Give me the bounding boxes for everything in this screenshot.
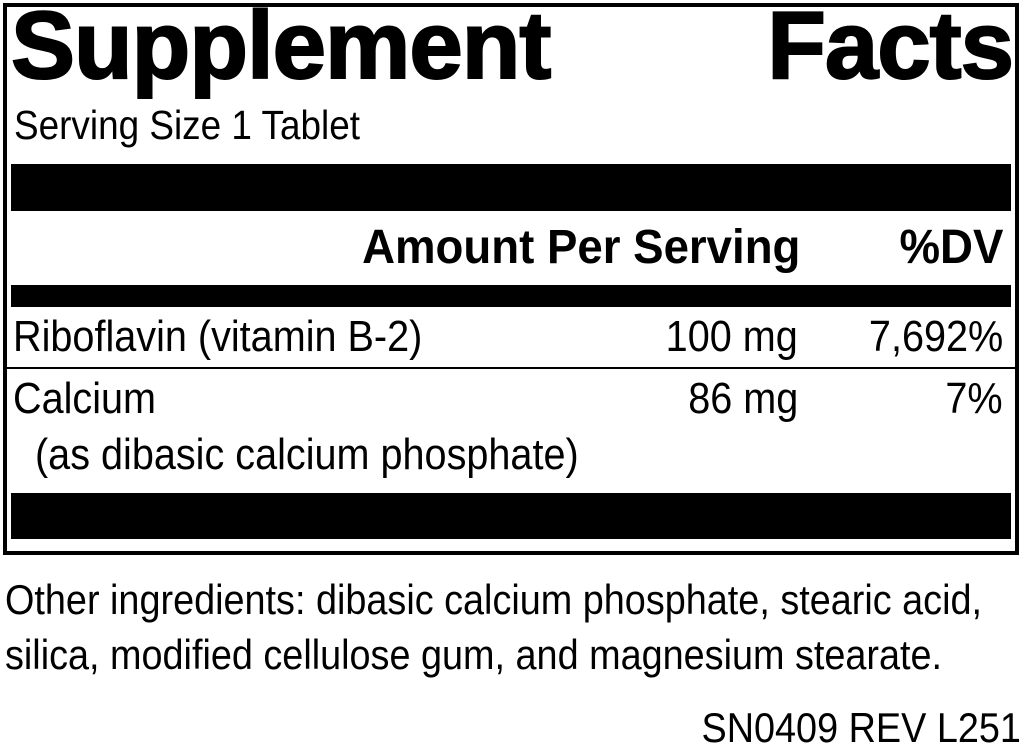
nutrient-dv: 7,692%	[868, 312, 1003, 361]
panel-title: Supplement Facts	[10, 0, 1015, 99]
other-ingredients-line-2: silica, modified cellulose gum, and magn…	[5, 631, 943, 678]
other-ingredients: Other ingredients: dibasic calcium phosp…	[5, 572, 1024, 682]
separator-bar-top	[11, 164, 1011, 211]
amount-per-serving-header: Amount Per Serving	[361, 221, 800, 274]
title-word-facts: Facts	[766, 0, 1015, 99]
separator-bar-bottom	[11, 493, 1011, 539]
title-word-supplement: Supplement	[10, 0, 552, 99]
nutrient-row-calcium-detail: (as dibasic calcium phosphate)	[11, 429, 1011, 481]
nutrient-row-riboflavin: Riboflavin (vitamin B-2) 100 mg 7,692%	[11, 307, 1011, 367]
nutrient-dv: 7%	[945, 374, 1003, 423]
nutrient-row-calcium: Calcium 86 mg 7% (as dibasic calcium pho…	[11, 369, 1011, 481]
revision-code: SN0409 REV L251	[666, 705, 1021, 750]
serving-size-text: Serving Size 1 Tablet	[14, 102, 360, 148]
nutrient-name: Riboflavin (vitamin B-2)	[13, 312, 423, 361]
column-header-row: Amount Per Serving %DV	[11, 211, 1011, 285]
nutrient-name: Calcium	[13, 374, 157, 423]
supplement-facts-panel: Supplement Facts Serving Size 1 Tablet A…	[3, 0, 1019, 555]
nutrient-amount: 100 mg	[665, 312, 798, 361]
percent-dv-header: %DV	[899, 221, 1003, 274]
serving-size: Serving Size 1 Tablet	[14, 101, 398, 150]
nutrient-amount: 86 mg	[687, 374, 798, 423]
row-divider	[7, 367, 1015, 369]
other-ingredients-line-1: Other ingredients: dibasic calcium phosp…	[5, 576, 983, 623]
nutrient-row-calcium-main: Calcium 86 mg 7%	[11, 369, 1011, 429]
separator-bar-header	[11, 285, 1011, 307]
nutrient-name-detail: (as dibasic calcium phosphate)	[35, 430, 579, 479]
revision-code-text: SN0409 REV L251	[701, 704, 1021, 751]
